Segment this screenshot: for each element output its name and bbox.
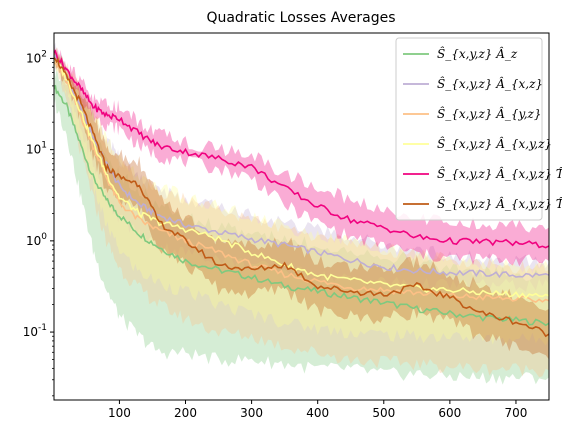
y-tick-label: 100 — [26, 232, 47, 248]
plot-frame — [53, 32, 550, 401]
legend: Ŝ_{x,y,z} Â_z Ŝ_{x,y,z} Â_{x,z} Ŝ_{x,y,z} … — [395, 37, 562, 221]
line-series-3 — [54, 61, 549, 304]
band-series-4 — [54, 42, 549, 346]
chart-title: Quadratic Losses Averages — [206, 10, 395, 26]
line-series-6 — [54, 57, 549, 338]
x-tick-label: 400 — [306, 406, 329, 420]
legend-label-1: Ŝ_{x,y,z} Â_z — [437, 45, 518, 61]
line-series-1 — [54, 85, 549, 327]
band-series-2 — [54, 42, 549, 292]
band-series-3 — [54, 53, 549, 378]
x-tick-label: 700 — [505, 406, 528, 420]
legend-label-6: Ŝ_{x,y,z} Â_{x,y,z} T̂_{xy} — [437, 195, 562, 211]
legend-label-2: Ŝ_{x,y,z} Â_{x,z} — [437, 75, 543, 91]
band-series-1 — [54, 66, 549, 385]
series-lines — [54, 49, 549, 338]
x-tick-label: 500 — [372, 406, 395, 420]
x-tick-label: 200 — [174, 406, 197, 420]
y-tick-label: 10-1 — [23, 323, 47, 339]
line-series-5 — [54, 49, 549, 249]
band-series-5 — [54, 41, 549, 267]
line-series-2 — [54, 54, 549, 279]
x-tick-label: 600 — [438, 406, 461, 420]
confidence-bands — [54, 41, 549, 385]
legend-label-4: Ŝ_{x,y,z} Â_{x,y,z} — [437, 135, 552, 151]
x-axis: 100 200 300 400 500 600 700 — [108, 400, 527, 420]
y-tick-label: 101 — [26, 141, 47, 157]
legend-label-5: Ŝ_{x,y,z} Â_{x,y,z} T̂_{xz} — [437, 165, 562, 181]
band-series-6 — [54, 47, 549, 360]
y-tick-label: 102 — [26, 49, 47, 65]
legend-label-3: Ŝ_{x,y,z} Â_{y,z} — [437, 105, 541, 121]
x-tick-label: 300 — [240, 406, 263, 420]
x-tick-label: 100 — [108, 406, 131, 420]
legend-box — [395, 37, 543, 221]
line-series-4 — [54, 57, 549, 300]
y-axis: 10-1 100 101 102 — [23, 49, 54, 397]
